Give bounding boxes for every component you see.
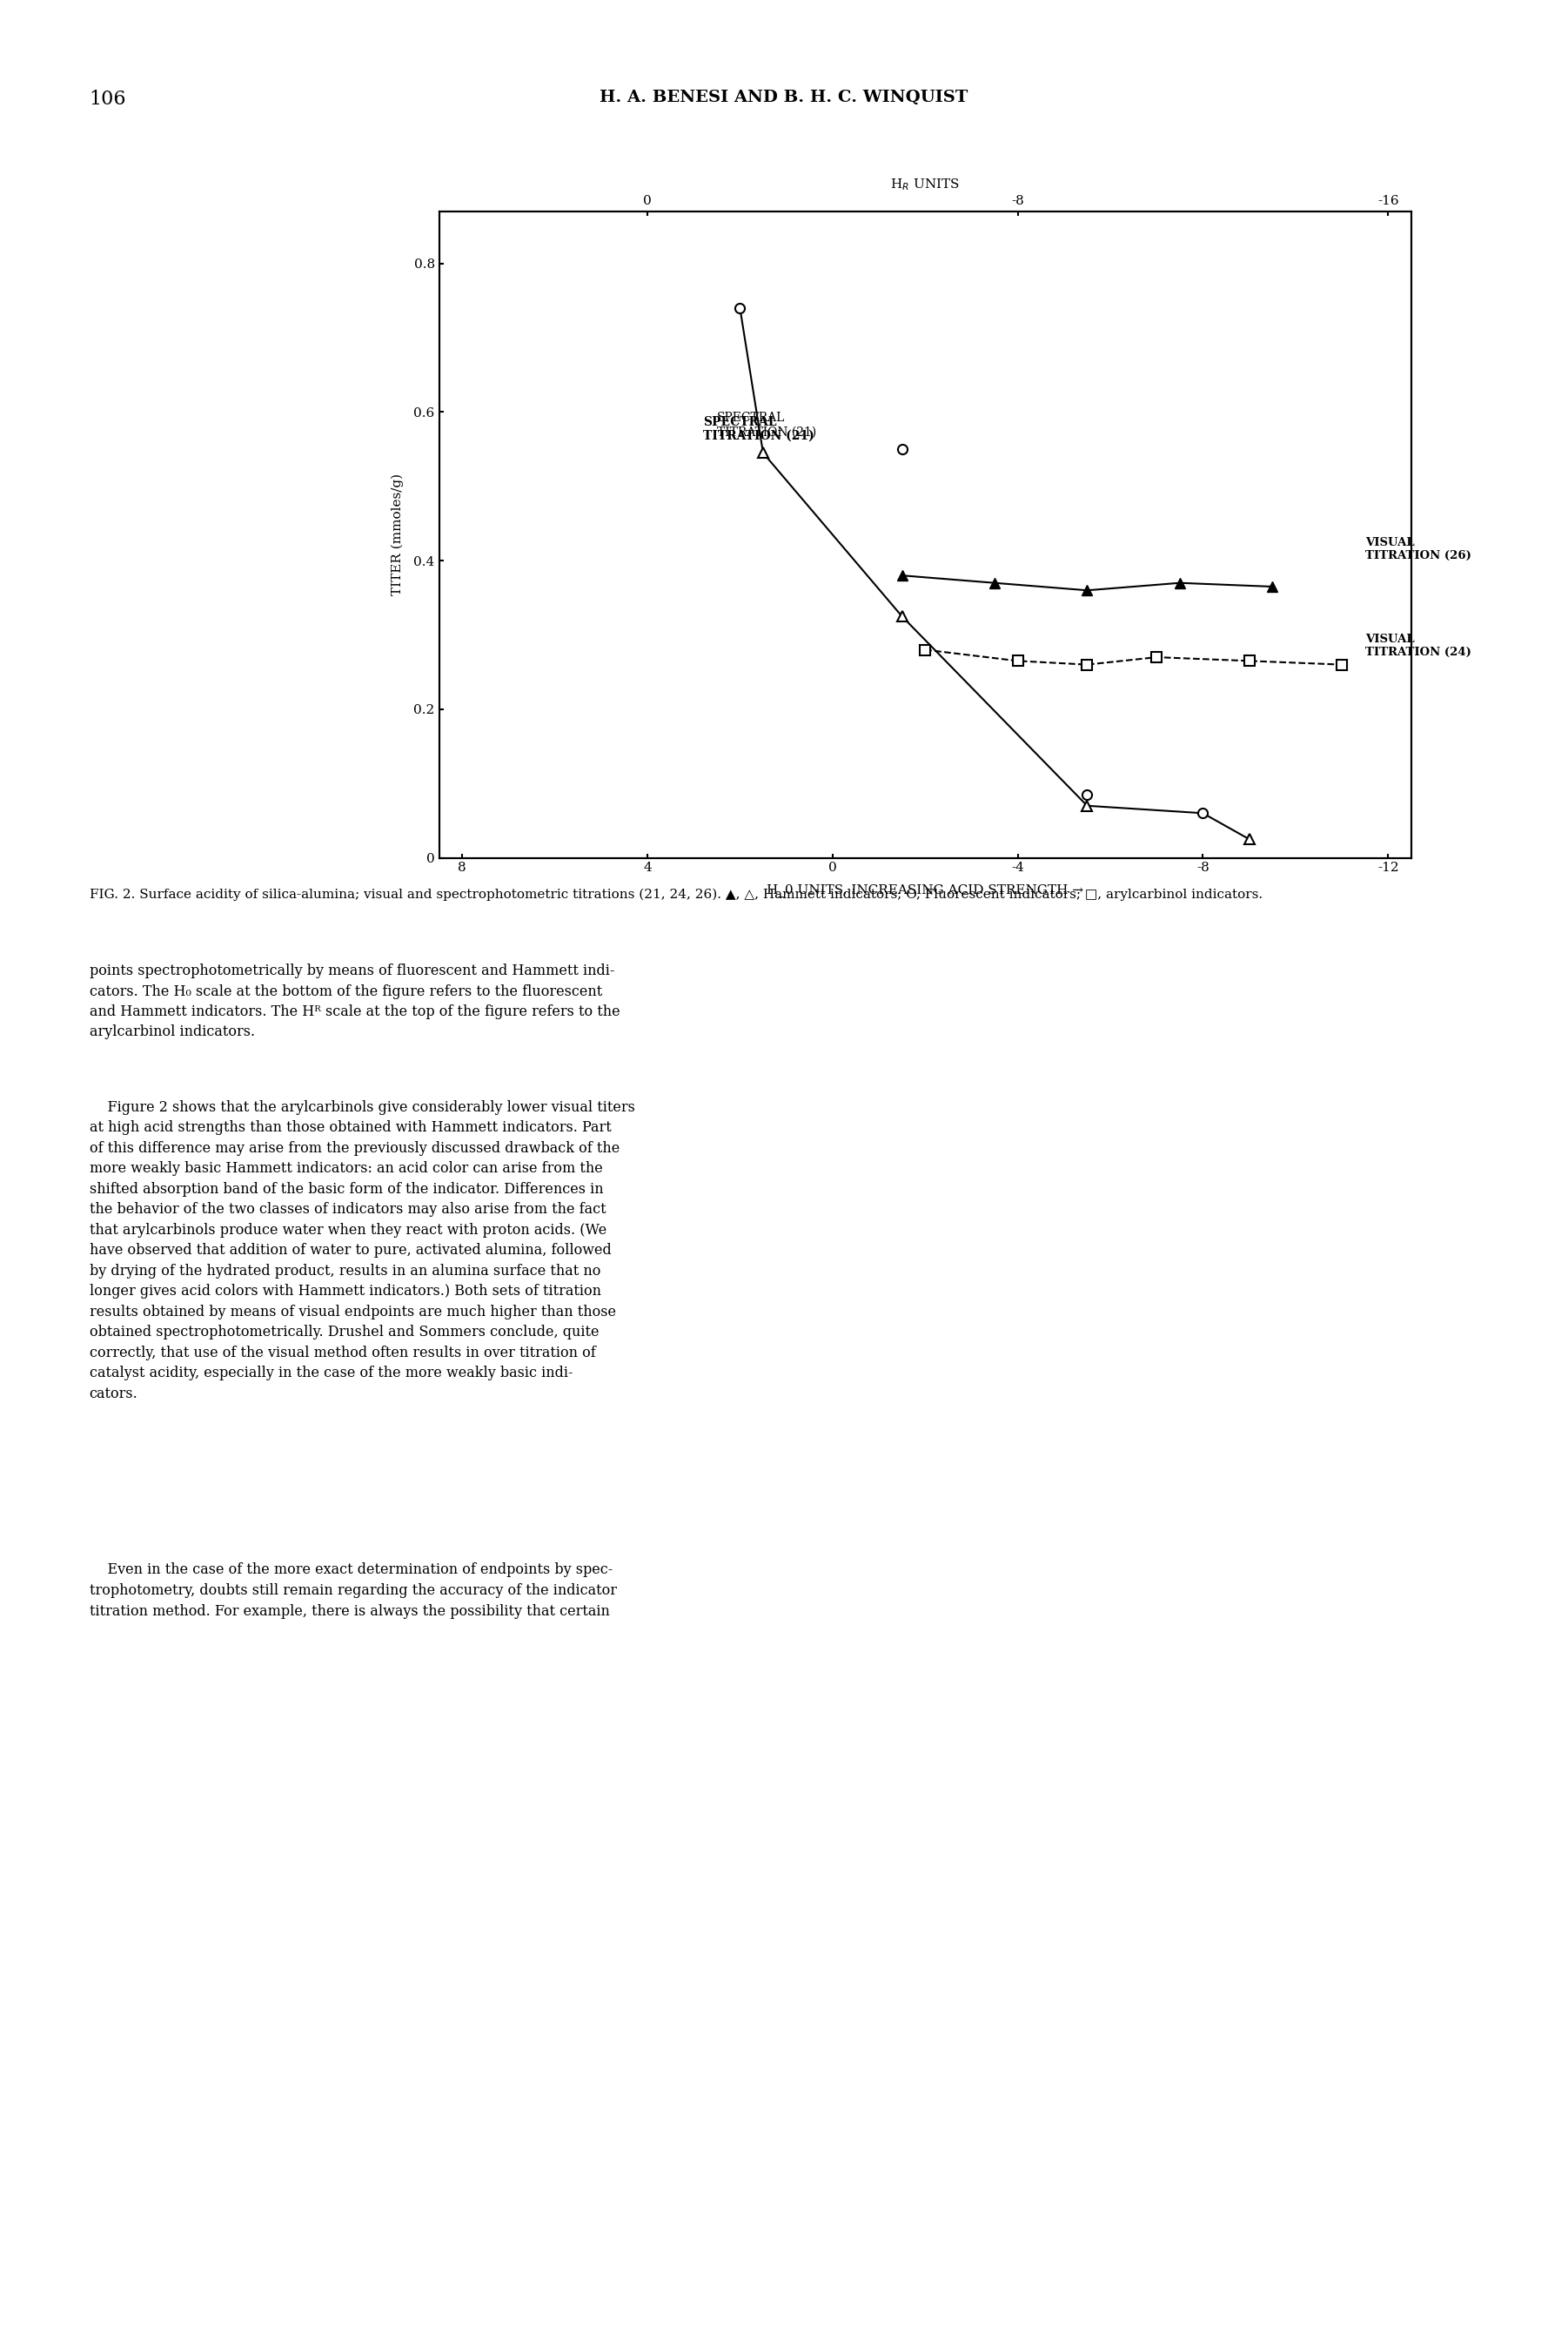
X-axis label: H$_R$ UNITS: H$_R$ UNITS xyxy=(891,176,960,193)
Text: VISUAL
TITRATION (26): VISUAL TITRATION (26) xyxy=(1364,538,1471,562)
Text: Figure 2 shows that the arylcarbinols give considerably lower visual titers
at h: Figure 2 shows that the arylcarbinols gi… xyxy=(89,1100,635,1401)
Text: points spectrophotometrically by means of fluorescent and Hammett indi-
cators. : points spectrophotometrically by means o… xyxy=(89,964,619,1039)
Text: VISUAL
TITRATION (24): VISUAL TITRATION (24) xyxy=(1364,634,1471,658)
Text: FIG. 2. Surface acidity of silica-alumina; visual and spectrophotometric titrati: FIG. 2. Surface acidity of silica-alumin… xyxy=(89,888,1262,900)
Text: H. A. BENESI AND B. H. C. WINQUIST: H. A. BENESI AND B. H. C. WINQUIST xyxy=(601,89,967,106)
Text: SPECTRAL
TITRATION (21): SPECTRAL TITRATION (21) xyxy=(717,310,817,439)
Text: 106: 106 xyxy=(89,89,127,108)
Y-axis label: TITER (mmoles/g): TITER (mmoles/g) xyxy=(392,475,405,595)
Text: SPECTRAL
TITRATION (21): SPECTRAL TITRATION (21) xyxy=(702,416,814,442)
X-axis label: H_0 UNITS, INCREASING ACID STRENGTH →: H_0 UNITS, INCREASING ACID STRENGTH → xyxy=(767,884,1083,898)
Text: Even in the case of the more exact determination of endpoints by spec-
trophotom: Even in the case of the more exact deter… xyxy=(89,1563,616,1619)
